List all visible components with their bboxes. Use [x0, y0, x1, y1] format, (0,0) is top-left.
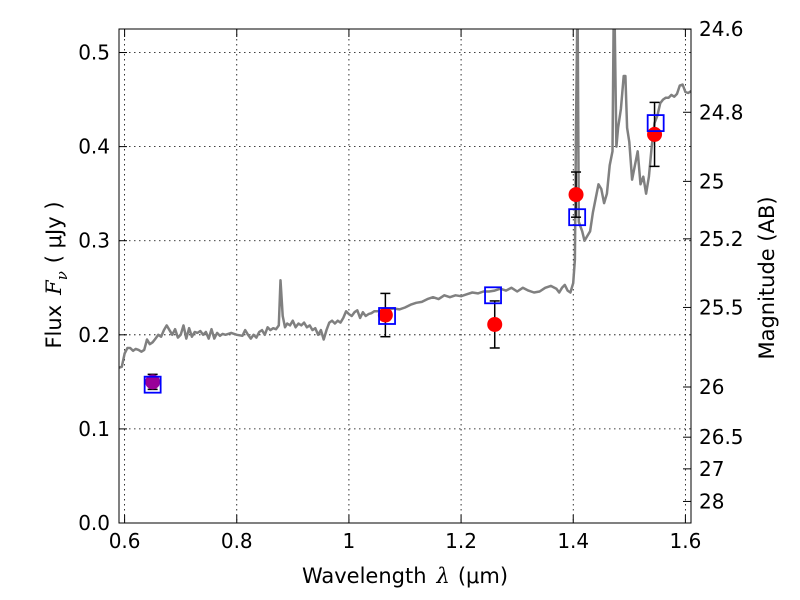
x-tick-label: 1.2 — [445, 529, 477, 553]
y2-tick-label: 26.5 — [699, 425, 744, 449]
y-axis-label-symbol: F — [42, 279, 66, 296]
y2-axis-label: Magnitude (AB) — [755, 196, 779, 359]
x-tick-label: 1.4 — [557, 529, 589, 553]
y-tick-label: 0.1 — [78, 417, 110, 441]
spectrum-line — [119, 29, 691, 369]
y2-tick-label: 26 — [699, 375, 724, 399]
y-axis-label-subscript: ν — [53, 271, 71, 280]
x-tick-label: 1 — [343, 529, 356, 553]
y-axis-label-prefix: Flux — [42, 305, 66, 349]
y2-tick-label: 25.2 — [699, 227, 744, 251]
x-axis-label-prefix: Wavelength — [302, 564, 427, 588]
model-point — [646, 114, 665, 132]
photometry-markers — [143, 101, 665, 394]
y-tick-label: 0.3 — [78, 229, 110, 253]
model-point — [484, 286, 502, 305]
model-point — [568, 208, 587, 227]
observed-point — [647, 126, 663, 142]
y2-tick-label: 24.6 — [699, 17, 744, 41]
spectrum-series — [119, 29, 691, 369]
observed-point — [487, 316, 503, 332]
observed-point — [568, 187, 584, 203]
y-tick-label: 0.2 — [78, 323, 110, 347]
y2-tick-label: 25.5 — [699, 295, 744, 319]
model-point — [143, 375, 162, 394]
axis-ticks: 0.6 0.8 1 1.2 1.4 1.6 0.0 0.1 0.2 0.3 0.4 0.5 24.6 24… — [78, 17, 743, 553]
observed-point — [377, 307, 393, 323]
x-axis-label-unit: (μm) — [458, 564, 508, 588]
x-axis-label: Wavelength λ (μm) — [302, 564, 508, 588]
x-tick-label: 0.6 — [109, 529, 141, 553]
x-tick-label: 1.6 — [669, 529, 701, 553]
observed-point — [145, 374, 161, 390]
model-point — [378, 307, 396, 325]
y-axis-label-unit: ( μJy ) — [42, 201, 66, 263]
x-tick-label: 0.8 — [221, 529, 253, 553]
x-axis-label-symbol: λ — [436, 564, 450, 588]
y2-tick-label: 28 — [699, 489, 724, 513]
y2-tick-label: 27 — [699, 457, 724, 481]
y-tick-label: 0.4 — [78, 135, 110, 159]
y-tick-label: 0.5 — [78, 41, 110, 65]
y2-tick-label: 25 — [699, 169, 724, 193]
y2-tick-label: 24.8 — [699, 100, 744, 124]
y-axis-label: Flux Fν ( μJy ) — [42, 201, 71, 348]
y-tick-label: 0.0 — [78, 511, 110, 535]
plot-area-frame — [118, 28, 692, 524]
